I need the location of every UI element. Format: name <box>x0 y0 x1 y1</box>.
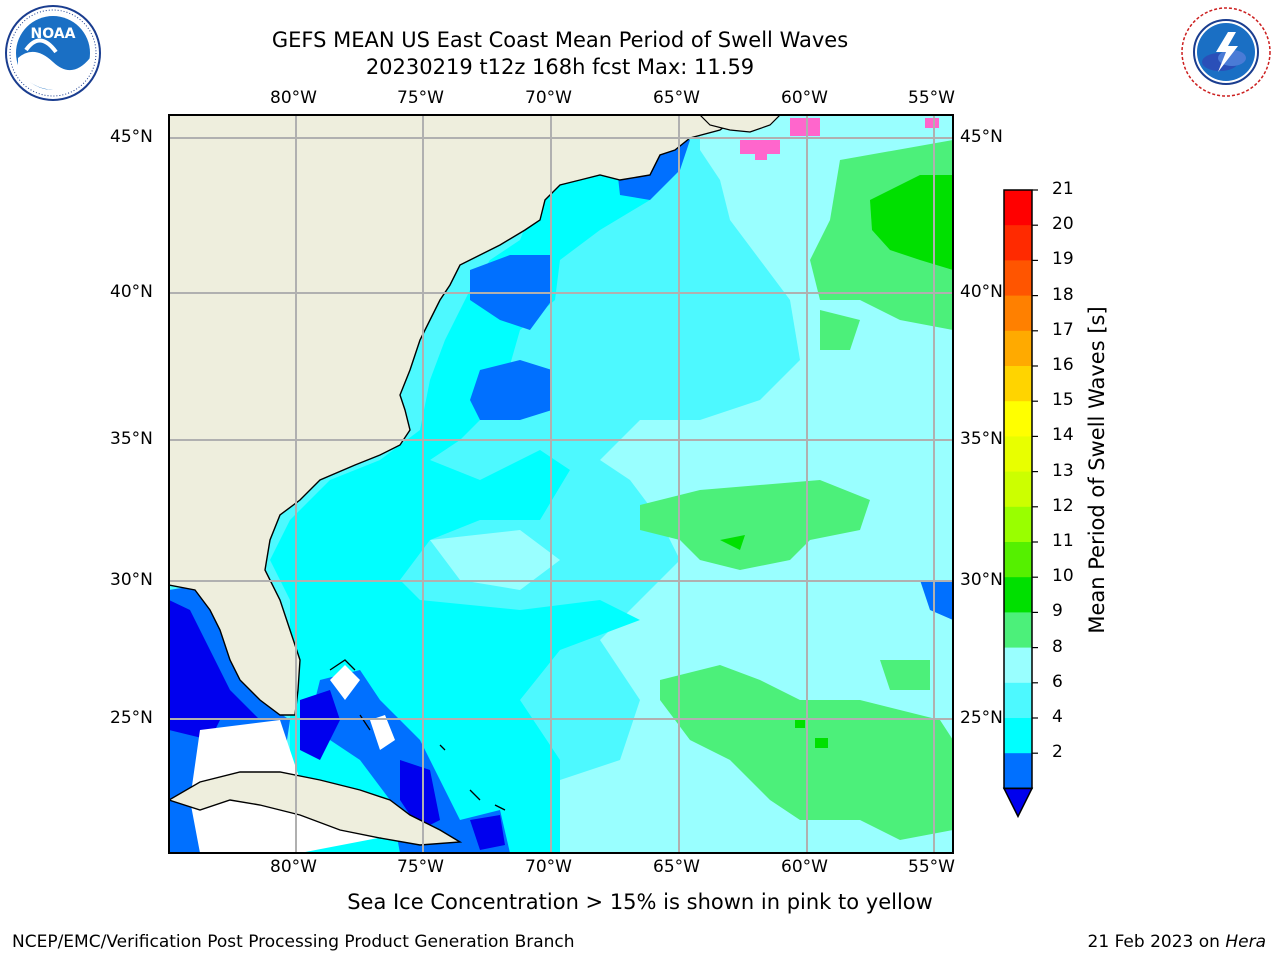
lat-label-left: 25°N <box>110 708 153 728</box>
bahamas-islands <box>329 659 506 811</box>
colorbar-tick-label: 10 <box>1052 566 1074 587</box>
noaa-logo: NOAA <box>5 5 101 101</box>
cyan-coastal-band <box>270 160 660 853</box>
cuba-land <box>169 771 463 846</box>
colorbar-tick-label: 20 <box>1052 214 1074 235</box>
blue-patch-nova-scotia <box>920 580 953 620</box>
colorbar-segment <box>1004 366 1032 402</box>
colorbar-segment <box>1004 506 1032 543</box>
colorbar-tick-label: 16 <box>1052 355 1074 375</box>
map-frame <box>168 114 954 854</box>
lon-label-top: 65°W <box>653 88 700 108</box>
colorbar-segment <box>1004 330 1032 367</box>
colorbar-tick-label: 18 <box>1052 284 1074 305</box>
colorbar-segment <box>1004 682 1032 719</box>
lat-label-right: 45°N <box>960 127 1003 147</box>
colorbar-tick-label: 9 <box>1052 601 1063 622</box>
colorbar-extend-arrow <box>1002 787 1034 819</box>
colorbar-frame <box>1003 189 1033 790</box>
chart-subtitle: 20230219 t12z 168h fcst Max: 11.59 <box>365 55 755 79</box>
lon-label-bottom: 75°W <box>397 857 444 877</box>
colorbar-label: Mean Period of Swell Waves [s] <box>1085 306 1109 634</box>
lon-label-top: 60°W <box>781 88 828 108</box>
colorbar-tick-label: 15 <box>1052 390 1074 411</box>
blue-patch-va <box>470 360 552 420</box>
lat-label-right: 40°N <box>960 282 1003 302</box>
colorbar-segment <box>1004 295 1032 332</box>
lat-label-right: 25°N <box>960 708 1003 728</box>
lon-label-top: 75°W <box>397 88 444 108</box>
lon-label-bottom: 60°W <box>781 857 828 877</box>
svg-text:NOAA: NOAA <box>31 26 76 42</box>
lon-label-bottom: 55°W <box>908 857 955 877</box>
colorbar-tick-label: 17 <box>1052 319 1074 340</box>
sea-ice-note: Sea Ice Concentration > 15% is shown in … <box>347 890 933 914</box>
nws-logo <box>1180 6 1272 98</box>
lat-label-left: 35°N <box>110 429 153 449</box>
colorbar-segment <box>1004 260 1032 297</box>
chart-title: GEFS MEAN US East Coast Mean Period of S… <box>271 28 849 52</box>
green-core-north <box>870 175 953 270</box>
colorbar-tick-label: 4 <box>1052 707 1063 727</box>
footer-host: Hera <box>1225 932 1266 952</box>
lon-label-bottom: 80°W <box>270 857 317 877</box>
nova-scotia-land <box>699 115 781 133</box>
lon-label-top: 55°W <box>908 88 955 108</box>
lat-label-right: 30°N <box>960 570 1003 590</box>
colorbar-segment <box>1004 225 1032 261</box>
footer-date: 21 Feb 2023 on Hera <box>1087 932 1266 952</box>
colorbar-segment <box>1004 647 1032 684</box>
lon-label-bottom: 65°W <box>653 857 700 877</box>
colorbar-segment <box>1004 542 1032 578</box>
graticule <box>169 115 953 853</box>
lat-label-left: 40°N <box>110 282 153 302</box>
lat-label-right: 35°N <box>960 429 1003 449</box>
green-region-central <box>640 480 870 570</box>
colorbar-segment <box>1004 471 1032 508</box>
lat-label-left: 30°N <box>110 570 153 590</box>
colorbar-segment <box>1004 577 1032 613</box>
colorbar-tick-label: 11 <box>1052 531 1074 551</box>
colorbar <box>1002 189 1038 819</box>
us-land <box>169 115 742 716</box>
colorbar-segment <box>1004 436 1032 473</box>
colorbar-tick-label: 13 <box>1052 460 1074 481</box>
colorbar-segment <box>1004 612 1032 649</box>
colorbar-tick-label: 2 <box>1052 742 1063 763</box>
lat-label-left: 45°N <box>110 127 153 147</box>
lon-label-bottom: 70°W <box>525 857 572 877</box>
colorbar-tick-label: 12 <box>1052 495 1074 516</box>
colorbar-tick-label: 6 <box>1052 671 1063 692</box>
colorbar-tick-label: 19 <box>1052 249 1074 270</box>
sea-ice <box>790 118 820 136</box>
colorbar-segment <box>1004 718 1032 754</box>
colorbar-segment <box>1004 190 1032 226</box>
lon-label-top: 80°W <box>270 88 317 108</box>
footer-credit: NCEP/EMC/Verification Post Processing Pr… <box>12 932 575 952</box>
colorbar-tick-label: 14 <box>1052 425 1074 446</box>
colorbar-segment <box>1004 401 1032 437</box>
lon-label-top: 70°W <box>525 88 572 108</box>
colorbar-tick-label: 21 <box>1052 179 1074 199</box>
colorbar-segment <box>1004 753 1032 789</box>
deep-blue-gulf <box>169 600 260 740</box>
colorbar-tick-label: 8 <box>1052 636 1063 657</box>
